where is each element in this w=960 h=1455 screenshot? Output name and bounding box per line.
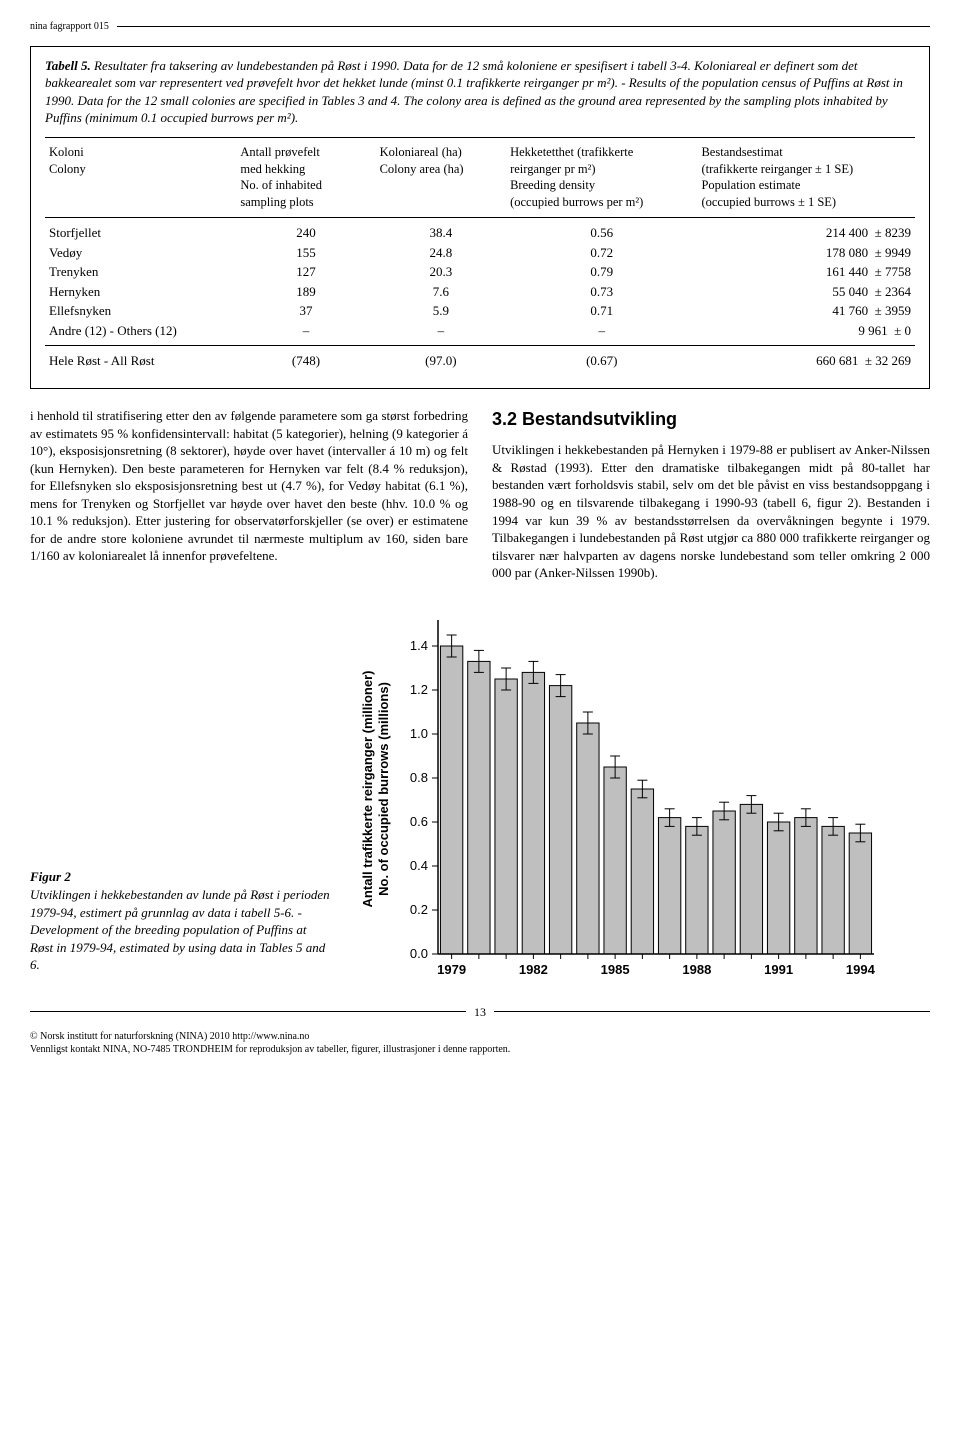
cell-colony: Andre (12) - Others (12) — [45, 321, 236, 346]
left-column: i henhold til stratifisering etter den a… — [30, 407, 468, 582]
figure-2: Figur 2 Utviklingen i hekkebestanden av … — [30, 610, 930, 990]
svg-text:0.6: 0.6 — [410, 814, 428, 829]
bar-chart: 0.0 0.2 0.4 0.6 0.8 1.0 1.2 1.4 1979 1982 1985 1988… — [348, 610, 930, 990]
svg-text:1979: 1979 — [437, 962, 466, 977]
cell-plots: 189 — [236, 282, 375, 302]
cell-plots: 155 — [236, 243, 375, 263]
header-rule — [117, 26, 930, 27]
page-footer: 13 — [30, 1004, 930, 1020]
cell-estimate: 214 400 ± 8239 — [697, 218, 915, 243]
svg-text:0.2: 0.2 — [410, 902, 428, 917]
report-id: nina fagrapport 015 — [30, 20, 117, 34]
table-caption-text: Resultater fra taksering av lundebestand… — [45, 58, 903, 126]
svg-text:1994: 1994 — [846, 962, 876, 977]
cell-colony: Ellefsnyken — [45, 301, 236, 321]
table-row: Ellefsnyken375.90.7141 760 ± 3959 — [45, 301, 915, 321]
table-row: Hernyken1897.60.7355 040 ± 2364 — [45, 282, 915, 302]
cell-estimate: 41 760 ± 3959 — [697, 301, 915, 321]
cell-plots: 127 — [236, 262, 375, 282]
cell-estimate: 161 440 ± 7758 — [697, 262, 915, 282]
table-body: Storfjellet24038.40.56214 400 ± 8239Vedø… — [45, 218, 915, 346]
results-table: Koloni Colony Antall prøvefelt med hekki… — [45, 137, 915, 376]
cell-colony: Hernyken — [45, 282, 236, 302]
figure-caption-label: Figur 2 — [30, 869, 71, 884]
svg-text:0.4: 0.4 — [410, 858, 428, 873]
footer-rule-right — [494, 1011, 930, 1012]
cell-estimate: 178 080 ± 9949 — [697, 243, 915, 263]
cell-density: 0.56 — [506, 218, 697, 243]
cell-plots: – — [236, 321, 375, 346]
svg-text:Antall trafikkerte reirganger: Antall trafikkerte reirganger (millioner… — [360, 670, 391, 907]
svg-text:1988: 1988 — [682, 962, 711, 977]
cell-area: 24.8 — [376, 243, 507, 263]
cell-estimate: 9 961 ± 0 — [697, 321, 915, 346]
table-row: Andre (12) - Others (12)–––9 961 ± 0 — [45, 321, 915, 346]
cell-colony: Trenyken — [45, 262, 236, 282]
svg-text:1982: 1982 — [519, 962, 548, 977]
cell-plots: 240 — [236, 218, 375, 243]
copyright: © Norsk institutt for naturforskning (NI… — [30, 1030, 930, 1056]
col-colony: Koloni Colony — [45, 137, 236, 218]
report-header: nina fagrapport 015 — [30, 20, 930, 34]
svg-text:1.4: 1.4 — [410, 638, 428, 653]
table-header-row: Koloni Colony Antall prøvefelt med hekki… — [45, 137, 915, 218]
copyright-line-2: Vennligst kontakt NINA, NO-7485 TRONDHEI… — [30, 1043, 930, 1056]
cell-density: 0.73 — [506, 282, 697, 302]
table-caption-label: Tabell 5. — [45, 58, 91, 73]
table-total: Hele Røst - All Røst (748) (97.0) (0.67)… — [45, 346, 915, 376]
cell-density: 0.71 — [506, 301, 697, 321]
cell-colony: Vedøy — [45, 243, 236, 263]
table-row: Trenyken12720.30.79161 440 ± 7758 — [45, 262, 915, 282]
col-plots: Antall prøvefelt med hekking No. of inha… — [236, 137, 375, 218]
footer-rule-left — [30, 1011, 466, 1012]
cell-colony: Storfjellet — [45, 218, 236, 243]
cell-area: 38.4 — [376, 218, 507, 243]
cell-density: 0.72 — [506, 243, 697, 263]
table-row: Vedøy15524.80.72178 080 ± 9949 — [45, 243, 915, 263]
body-columns: i henhold til stratifisering etter den a… — [30, 407, 930, 582]
right-column: 3.2 Bestandsutvikling Utviklingen i hekk… — [492, 407, 930, 582]
cell-plots: 37 — [236, 301, 375, 321]
table-5-box: Tabell 5. Resultater fra taksering av lu… — [30, 46, 930, 390]
cell-area: – — [376, 321, 507, 346]
table-caption: Tabell 5. Resultater fra taksering av lu… — [45, 57, 915, 127]
cell-density: – — [506, 321, 697, 346]
table-row-total: Hele Røst - All Røst (748) (97.0) (0.67)… — [45, 346, 915, 376]
section-heading: 3.2 Bestandsutvikling — [492, 407, 930, 431]
cell-area: 20.3 — [376, 262, 507, 282]
figure-caption: Figur 2 Utviklingen i hekkebestanden av … — [30, 868, 330, 989]
col-density: Hekketetthet (trafikkerte reirganger pr … — [506, 137, 697, 218]
svg-text:0.8: 0.8 — [410, 770, 428, 785]
cell-estimate: 660 681 ± 32 269 — [697, 346, 915, 376]
right-paragraph: Utviklingen i hekkebestanden på Hernyken… — [492, 441, 930, 581]
table-row: Storfjellet24038.40.56214 400 ± 8239 — [45, 218, 915, 243]
page-number: 13 — [466, 1004, 494, 1020]
col-estimate: Bestandsestimat (trafikkerte reirganger … — [697, 137, 915, 218]
svg-text:1991: 1991 — [764, 962, 793, 977]
cell-area: (97.0) — [376, 346, 507, 376]
cell-area: 7.6 — [376, 282, 507, 302]
col-area: Koloniareal (ha) Colony area (ha) — [376, 137, 507, 218]
figure-caption-text: Utviklingen i hekkebestanden av lunde på… — [30, 887, 330, 972]
svg-text:1.2: 1.2 — [410, 682, 428, 697]
bar-chart-svg: 0.0 0.2 0.4 0.6 0.8 1.0 1.2 1.4 1979 1982 1985 1988… — [348, 610, 888, 990]
cell-colony: Hele Røst - All Røst — [45, 346, 236, 376]
cell-plots: (748) — [236, 346, 375, 376]
cell-density: (0.67) — [506, 346, 697, 376]
copyright-line-1: © Norsk institutt for naturforskning (NI… — [30, 1030, 930, 1043]
cell-estimate: 55 040 ± 2364 — [697, 282, 915, 302]
svg-text:1985: 1985 — [601, 962, 630, 977]
left-paragraph: i henhold til stratifisering etter den a… — [30, 407, 468, 565]
svg-text:1.0: 1.0 — [410, 726, 428, 741]
svg-text:0.0: 0.0 — [410, 946, 428, 961]
cell-area: 5.9 — [376, 301, 507, 321]
cell-density: 0.79 — [506, 262, 697, 282]
